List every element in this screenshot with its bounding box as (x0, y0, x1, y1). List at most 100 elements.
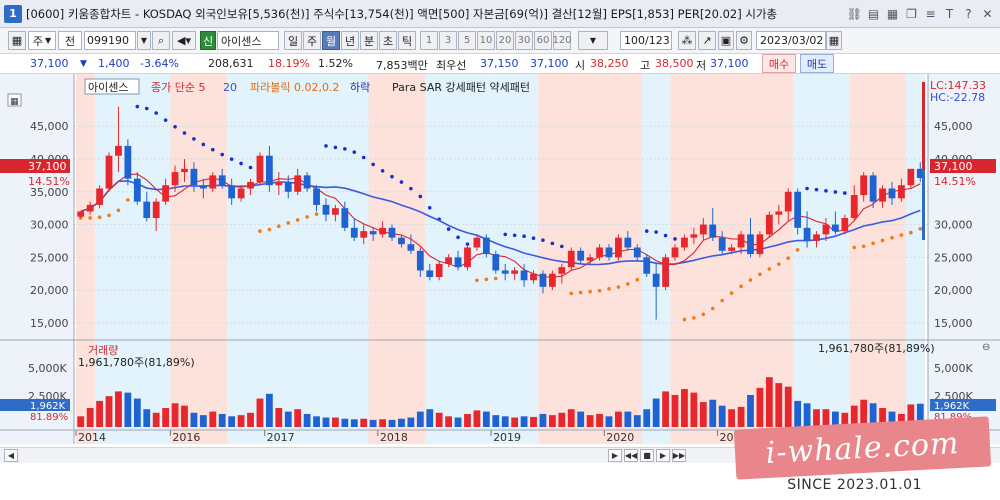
stock-chart[interactable]: 45,00040,00035,00030,00025,00020,00015,0… (0, 74, 1000, 444)
volume-bar (652, 398, 660, 427)
count-input[interactable]: 100/123 (620, 31, 672, 50)
interval-select[interactable]: ▼ (578, 31, 608, 50)
candle-body (265, 155, 273, 186)
period-button[interactable]: 일 (284, 31, 302, 50)
volume-value-right: 1,961,780주(81,89%) (818, 342, 935, 355)
period-button[interactable]: 분 (360, 31, 378, 50)
settings-icon[interactable]: ⚙ (736, 31, 752, 50)
volume-bar (718, 405, 726, 427)
psar-dot (305, 215, 309, 219)
date-input[interactable]: 2023/03/02 (756, 31, 826, 50)
psar-dot (607, 287, 611, 291)
lc-bar (922, 82, 925, 170)
down-arrow-icon: ▼ (80, 59, 87, 69)
open-price: 38,250 (590, 57, 629, 70)
psar-dot (267, 227, 272, 232)
candle-body (445, 257, 453, 264)
restore-icon[interactable]: ❐ (906, 6, 917, 21)
psar-dot (522, 234, 526, 239)
tools-icon[interactable]: ⁂ (678, 31, 696, 50)
candle-body (190, 168, 198, 186)
stock-code-input[interactable]: 099190 (84, 31, 136, 50)
volume-bar (624, 411, 632, 427)
list-icon[interactable]: ≡ (925, 6, 936, 21)
pattern-band (849, 74, 907, 444)
interval-button[interactable]: 30 (515, 31, 533, 50)
candle-body (624, 237, 632, 248)
psar-dot (616, 285, 621, 289)
pattern-band (226, 74, 369, 444)
interval-button[interactable]: 20 (496, 31, 514, 50)
interval-button[interactable]: 120 (552, 31, 572, 50)
volume-bar (247, 412, 254, 427)
psar-dot (701, 312, 706, 317)
period-button[interactable]: 틱 (398, 31, 416, 50)
interval-button[interactable]: 10 (477, 31, 495, 50)
search-icon[interactable]: ⌕ (152, 31, 170, 50)
right-current-price: 37,100 (934, 160, 973, 173)
period-button[interactable]: 주 (303, 31, 321, 50)
code-dropdown[interactable]: ▼ (137, 31, 151, 50)
calendar-icon[interactable]: ▦ (826, 31, 842, 50)
psar-dot (805, 186, 809, 191)
candle-body (530, 273, 537, 281)
chart-icon[interactable]: ▤ (867, 6, 880, 21)
left-current-price: 37,100 (28, 160, 67, 173)
rewind-icon[interactable]: ◀◀ (624, 449, 638, 462)
volume-bar (511, 417, 519, 427)
market-select[interactable]: 주 ▼ (28, 31, 56, 50)
volume-collapse-icon[interactable]: ⊖ (982, 342, 990, 353)
market-label: 주 (32, 34, 43, 48)
close-icon[interactable]: ✕ (982, 6, 993, 21)
period-button[interactable]: 년 (341, 31, 359, 50)
link-icon[interactable]: ⛓ (846, 6, 863, 21)
psar-dot (843, 191, 847, 195)
play-icon[interactable]: ▶ (656, 449, 670, 462)
candle-body (841, 218, 849, 232)
open-label: 시 (575, 59, 586, 72)
sound-icon[interactable]: ◀▾ (172, 31, 196, 50)
font-icon[interactable]: T (945, 6, 954, 21)
period-button[interactable]: 초 (379, 31, 397, 50)
psar-dot (475, 278, 479, 283)
candle-body (341, 208, 349, 228)
scroll-right-icon[interactable]: ▶ (608, 449, 622, 462)
legend-toggle-icon[interactable] (7, 93, 22, 107)
volume-bar (596, 413, 603, 427)
buy-button[interactable]: 매수 (762, 54, 796, 73)
candle-body (520, 270, 528, 281)
candle-body (171, 172, 179, 186)
stock-name-field[interactable]: 아이센스 (217, 31, 279, 50)
interval-button[interactable]: 3 (439, 31, 457, 50)
interval-button[interactable]: 60 (534, 31, 552, 50)
psar-dot (739, 284, 743, 289)
fast-forward-icon[interactable]: ▶▶ (672, 449, 686, 462)
window-number[interactable]: 1 (4, 4, 22, 23)
legend-stock: 아이센스 (88, 81, 128, 94)
volume-bar (115, 391, 122, 427)
period-button[interactable]: 월 (322, 31, 340, 50)
grid-view-icon[interactable]: ▦ (8, 31, 26, 50)
chart-area[interactable]: 45,00040,00035,00030,00025,00020,00015,0… (0, 74, 1000, 444)
prev-button[interactable]: 전 (58, 31, 82, 50)
candle-body (162, 185, 170, 202)
scroll-left-icon[interactable]: ◀ (4, 449, 18, 462)
trend-icon[interactable]: ↗ (698, 31, 716, 50)
volume-bar (152, 412, 160, 427)
sell-button[interactable]: 매도 (800, 54, 834, 73)
volume-bar (709, 399, 717, 427)
psar-dot (182, 131, 187, 135)
volume-bar (369, 419, 377, 427)
candle-body (567, 250, 575, 268)
candle-body (898, 185, 905, 199)
interval-button[interactable]: 5 (458, 31, 476, 50)
candle-body (548, 273, 556, 287)
stop-icon[interactable]: ■ (640, 449, 654, 462)
volume-bar (322, 417, 330, 427)
grid-icon[interactable]: ▦ (886, 6, 899, 21)
save-icon[interactable]: ▣ (718, 31, 734, 50)
interval-button[interactable]: 1 (420, 31, 438, 50)
help-icon[interactable]: ? (965, 6, 972, 21)
hc-value: HC:-22.78 (930, 91, 985, 104)
